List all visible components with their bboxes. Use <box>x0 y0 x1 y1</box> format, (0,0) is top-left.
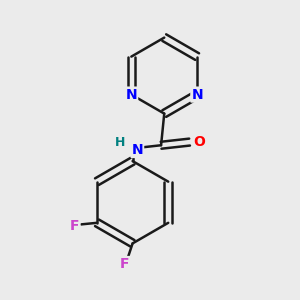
Text: N: N <box>191 88 203 102</box>
Text: F: F <box>120 257 129 271</box>
Text: N: N <box>131 143 143 157</box>
Text: N: N <box>125 88 137 102</box>
Text: F: F <box>70 219 80 233</box>
Text: O: O <box>193 135 205 149</box>
Text: H: H <box>115 136 125 148</box>
